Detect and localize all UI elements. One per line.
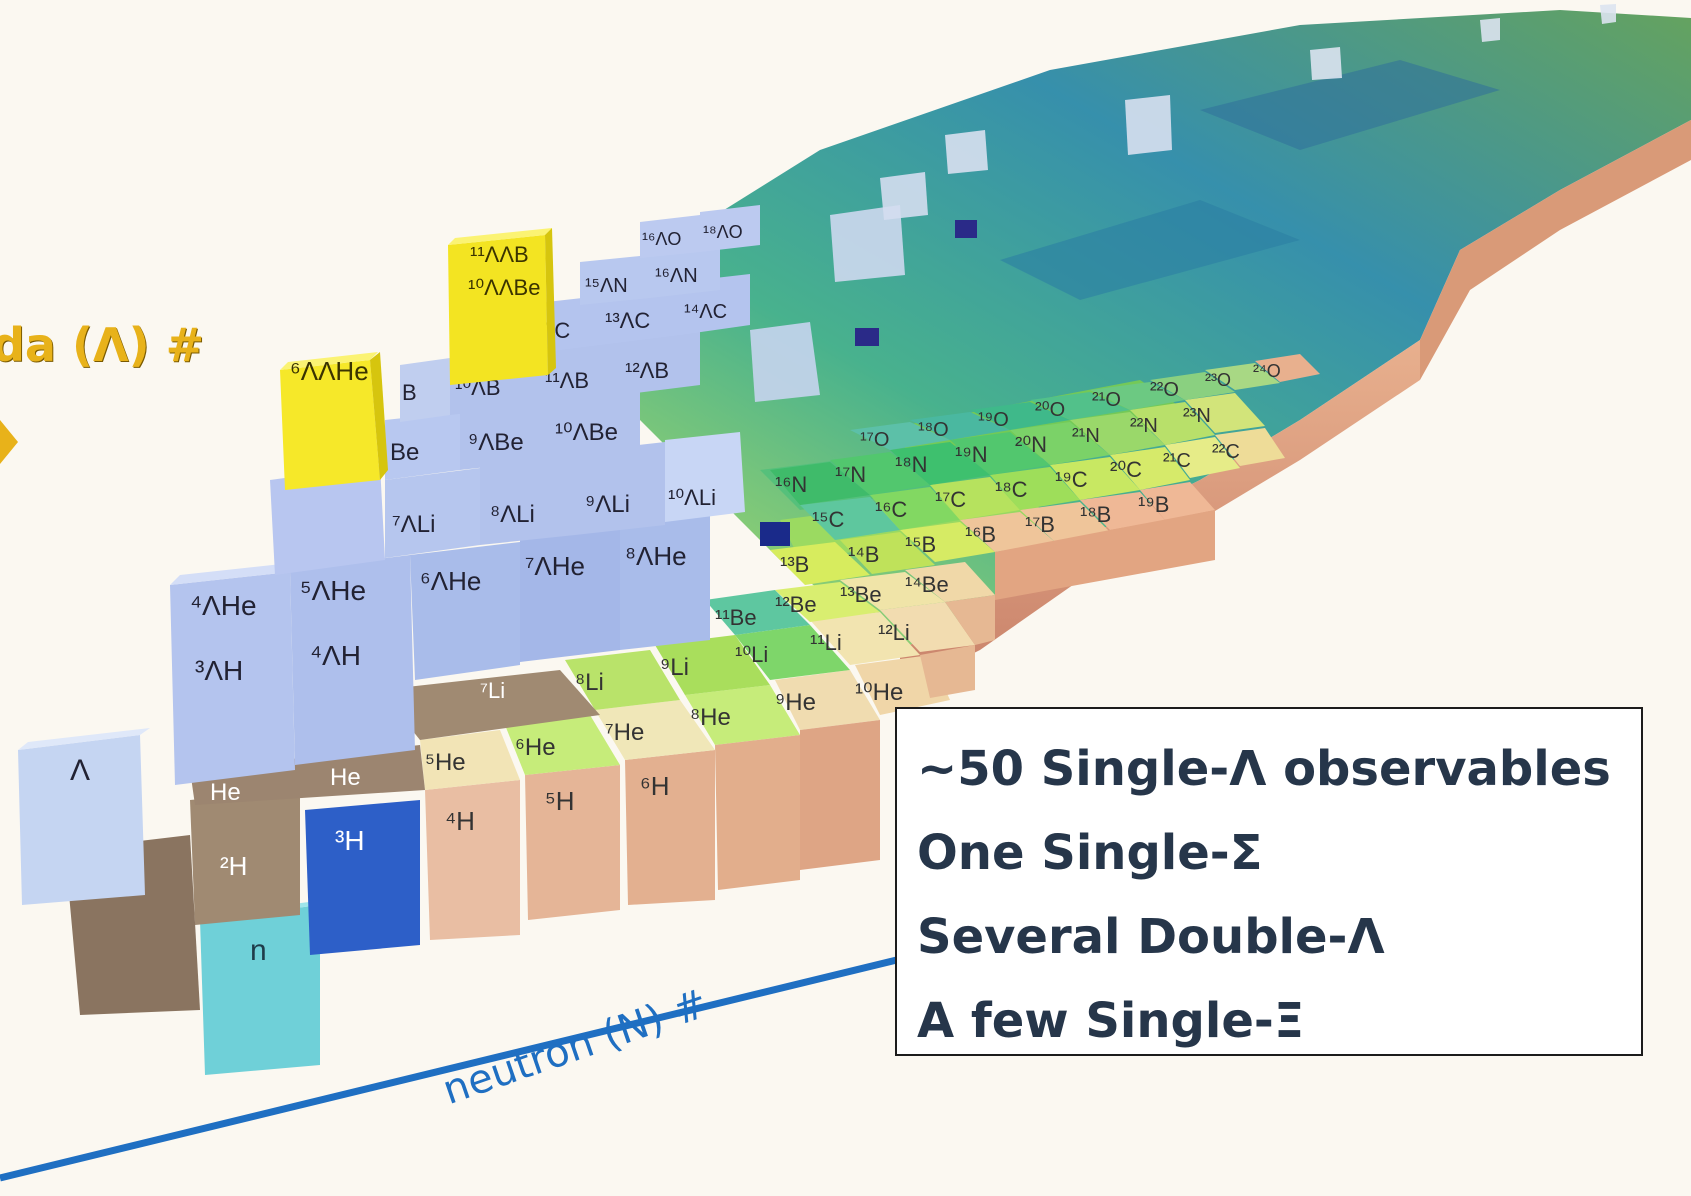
base-nuclei: n ²H ³H ⁴H ⁵H ⁶H ⁵He ⁶He ⁷He ⁸He ⁹He ¹⁰H… xyxy=(65,354,1320,1075)
svg-text:¹⁶ΛN: ¹⁶ΛN xyxy=(655,265,698,287)
svg-text:⁷ΛLi: ⁷ΛLi xyxy=(392,511,435,538)
svg-text:¹⁶C: ¹⁶C xyxy=(875,497,907,522)
svg-text:⁹ΛBe: ⁹ΛBe xyxy=(468,429,524,456)
svg-text:²²C: ²²C xyxy=(1212,441,1240,463)
svg-text:⁵H: ⁵H xyxy=(545,786,575,816)
single-sigma-line: One Single-Σ xyxy=(917,825,1263,881)
svg-text:¹⁷C: ¹⁷C xyxy=(935,487,966,512)
svg-text:¹⁰ΛΛBe: ¹⁰ΛΛBe xyxy=(468,275,540,300)
svg-text:¹⁸C: ¹⁸C xyxy=(995,477,1028,502)
svg-text:¹²Be: ¹²Be xyxy=(775,592,817,617)
lambda-axis-arrow-icon xyxy=(0,420,18,464)
svg-text:³H: ³H xyxy=(335,825,365,856)
svg-text:⁶H: ⁶H xyxy=(640,771,669,801)
svg-text:¹⁰Li: ¹⁰Li xyxy=(735,642,768,667)
svg-text:¹²ΛB: ¹²ΛB xyxy=(625,358,669,383)
svg-text:¹³B: ¹³B xyxy=(780,552,809,577)
svg-text:¹¹ΛΛB: ¹¹ΛΛB xyxy=(470,242,529,267)
svg-text:⁶He: ⁶He xyxy=(515,734,556,761)
svg-text:¹⁸ΛO: ¹⁸ΛO xyxy=(703,222,743,242)
svg-text:²⁰C: ²⁰C xyxy=(1110,457,1142,482)
svg-text:¹⁴Be: ¹⁴Be xyxy=(905,572,949,597)
svg-text:⁴ΛHe: ⁴ΛHe xyxy=(190,590,257,621)
svg-text:¹²Li: ¹²Li xyxy=(878,620,910,645)
svg-text:⁵ΛHe: ⁵ΛHe xyxy=(300,575,366,606)
svg-text:⁵He: ⁵He xyxy=(425,749,466,776)
svg-text:¹⁹O: ¹⁹O xyxy=(978,409,1009,431)
svg-text:n: n xyxy=(250,934,267,967)
svg-text:²¹O: ²¹O xyxy=(1092,389,1121,411)
svg-text:¹⁹C: ¹⁹C xyxy=(1055,467,1088,492)
svg-text:⁸He: ⁸He xyxy=(690,704,731,731)
svg-text:²³N: ²³N xyxy=(1183,405,1211,427)
svg-text:He: He xyxy=(330,764,361,791)
svg-text:¹⁸O: ¹⁸O xyxy=(918,419,949,441)
svg-text:¹¹ΛB: ¹¹ΛB xyxy=(545,368,589,393)
svg-text:²⁴O: ²⁴O xyxy=(1253,361,1281,381)
svg-text:⁸Li: ⁸Li xyxy=(575,669,604,696)
svg-text:⁷He: ⁷He xyxy=(605,719,644,746)
svg-text:⁶ΛHe: ⁶ΛHe xyxy=(420,566,481,596)
svg-text:¹⁰He: ¹⁰He xyxy=(855,679,903,706)
svg-text:¹⁵B: ¹⁵B xyxy=(905,532,936,557)
double-lambda-blocks: ⁶ΛΛHe ¹¹ΛΛB ¹⁰ΛΛBe xyxy=(280,228,556,490)
svg-text:¹⁸B: ¹⁸B xyxy=(1080,502,1111,527)
svg-text:⁹Li: ⁹Li xyxy=(660,654,689,681)
svg-text:¹⁴B: ¹⁴B xyxy=(848,542,879,567)
single-xi-line: A few Single-Ξ xyxy=(917,993,1305,1049)
svg-text:¹⁷B: ¹⁷B xyxy=(1025,512,1055,537)
svg-text:¹⁷N: ¹⁷N xyxy=(835,462,866,487)
svg-text:He: He xyxy=(210,779,241,806)
svg-text:¹⁰ΛLi: ¹⁰ΛLi xyxy=(668,485,716,510)
svg-text:B: B xyxy=(402,380,417,405)
svg-text:¹⁵C: ¹⁵C xyxy=(812,507,844,532)
lambda-axis-label: da (Λ) # xyxy=(0,318,205,372)
single-lambda-blocks: Λ ⁴ΛHe ³ΛH ⁵ΛHe ⁴ΛH ⁶ΛHe ⁷ΛHe ⁸ΛHe ⁷ΛLi … xyxy=(18,4,1616,905)
svg-text:²¹N: ²¹N xyxy=(1072,425,1100,447)
svg-text:²⁰N: ²⁰N xyxy=(1015,432,1047,457)
svg-text:³ΛH: ³ΛH xyxy=(195,655,243,686)
svg-text:²¹C: ²¹C xyxy=(1163,450,1191,472)
svg-text:⁹He: ⁹He xyxy=(775,689,816,716)
svg-text:¹⁰ΛBe: ¹⁰ΛBe xyxy=(555,419,618,446)
neutron-axis-line xyxy=(0,954,906,1182)
svg-text:²⁰O: ²⁰O xyxy=(1035,399,1065,421)
svg-text:¹⁵ΛN: ¹⁵ΛN xyxy=(585,275,628,297)
svg-text:¹⁶N: ¹⁶N xyxy=(775,472,807,497)
svg-text:¹¹Be: ¹¹Be xyxy=(715,605,757,630)
svg-text:⁷ΛHe: ⁷ΛHe xyxy=(525,551,585,581)
svg-text:⁸ΛLi: ⁸ΛLi xyxy=(490,501,535,528)
svg-text:²³O: ²³O xyxy=(1205,370,1231,390)
svg-text:¹⁴ΛC: ¹⁴ΛC xyxy=(684,301,727,323)
svg-text:¹³ΛC: ¹³ΛC xyxy=(605,308,650,333)
svg-text:⁸ΛHe: ⁸ΛHe xyxy=(625,541,687,571)
observables-summary-box: ~50 Single-Λ observables One Single-Σ Se… xyxy=(895,707,1643,1056)
svg-text:¹⁹B: ¹⁹B xyxy=(1138,492,1169,517)
svg-text:¹⁶ΛO: ¹⁶ΛO xyxy=(642,229,681,249)
double-lambda-line: Several Double-Λ xyxy=(917,909,1385,965)
svg-text:¹¹Li: ¹¹Li xyxy=(810,630,842,655)
svg-text:⁹ΛLi: ⁹ΛLi xyxy=(585,491,630,518)
svg-text:Λ: Λ xyxy=(70,754,90,787)
svg-text:¹⁷O: ¹⁷O xyxy=(860,429,889,451)
single-lambda-line: ~50 Single-Λ observables xyxy=(917,741,1611,797)
svg-text:²H: ²H xyxy=(220,851,247,881)
svg-text:¹⁹N: ¹⁹N xyxy=(955,442,988,467)
svg-text:²²N: ²²N xyxy=(1130,415,1158,437)
svg-text:¹⁸N: ¹⁸N xyxy=(895,452,928,477)
svg-text:⁷Li: ⁷Li xyxy=(480,678,505,703)
svg-text:⁴H: ⁴H xyxy=(445,806,475,836)
svg-text:⁴ΛH: ⁴ΛH xyxy=(310,640,361,671)
svg-text:¹³Be: ¹³Be xyxy=(840,582,882,607)
svg-text:¹⁶B: ¹⁶B xyxy=(965,522,996,547)
svg-text:²²O: ²²O xyxy=(1150,379,1179,401)
svg-text:Be: Be xyxy=(390,439,419,466)
svg-text:⁶ΛΛHe: ⁶ΛΛHe xyxy=(290,356,369,386)
